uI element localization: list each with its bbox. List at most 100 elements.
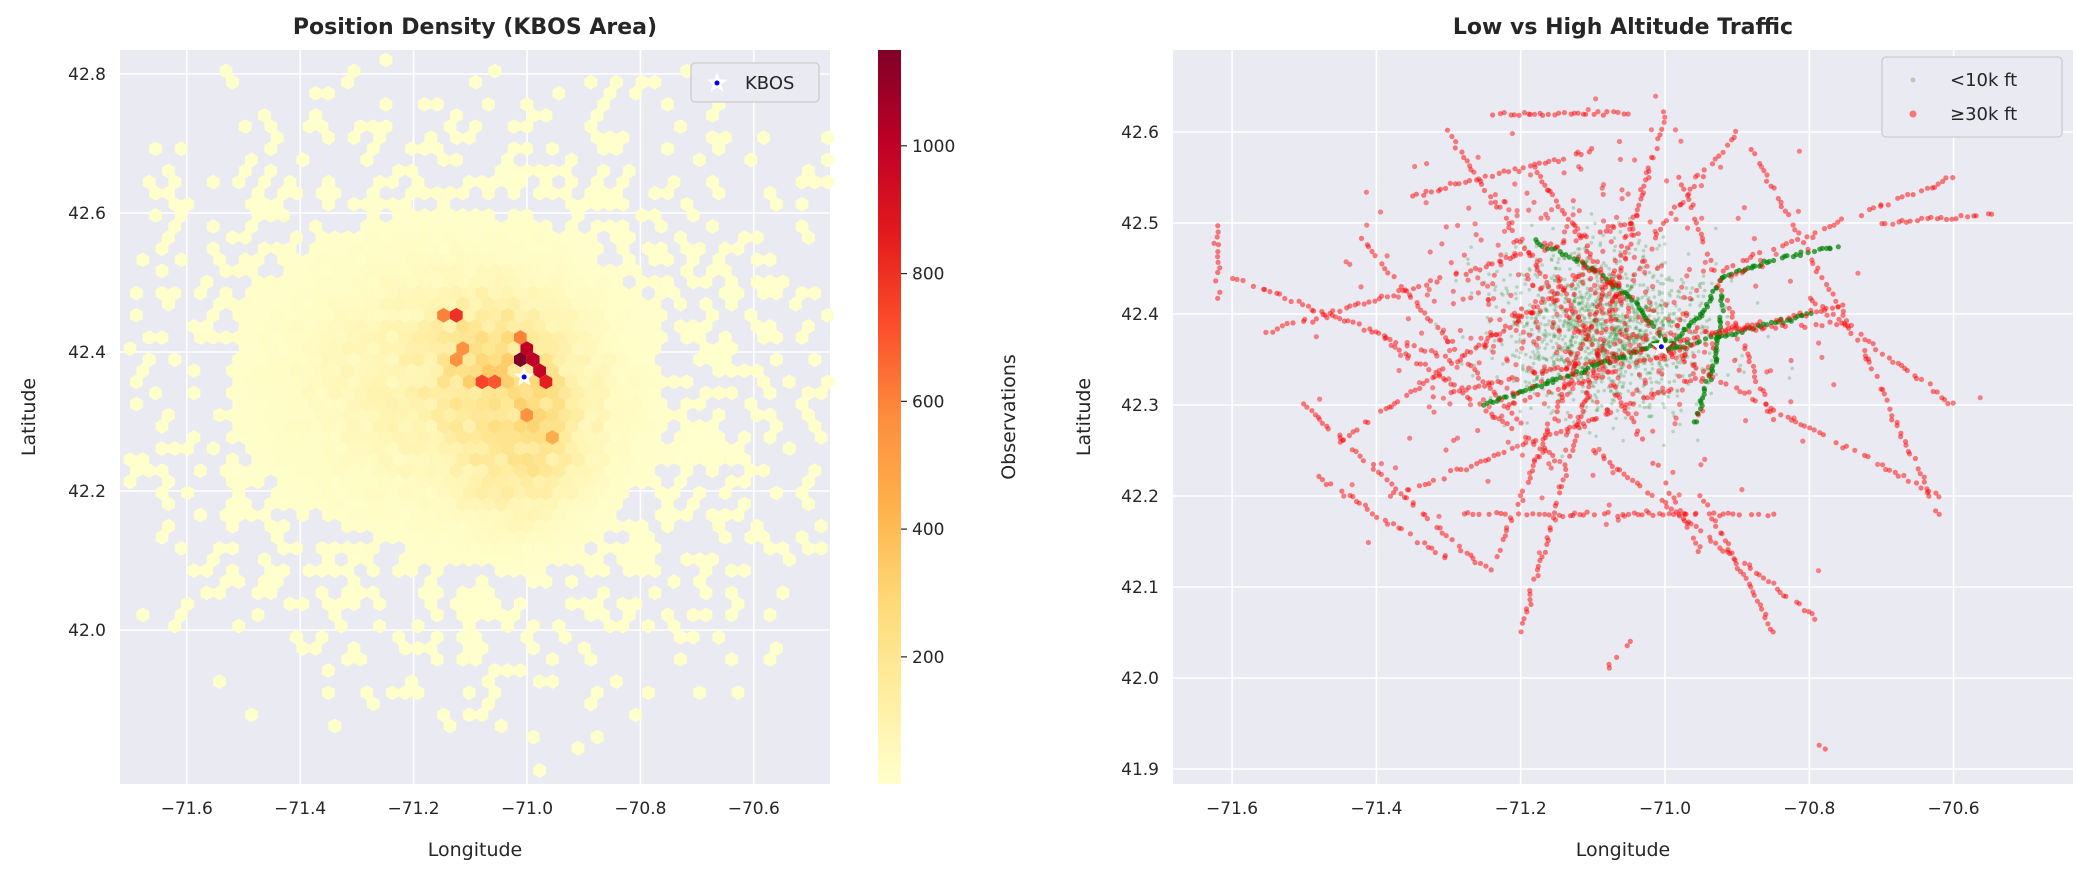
data-point xyxy=(1661,390,1666,395)
data-point xyxy=(1542,248,1547,253)
data-point xyxy=(1632,311,1636,315)
data-point xyxy=(1515,208,1520,213)
data-point xyxy=(1445,128,1450,133)
data-point xyxy=(1642,249,1646,253)
data-point xyxy=(1642,400,1646,404)
data-point xyxy=(1618,260,1622,264)
data-point xyxy=(1594,329,1599,334)
data-point xyxy=(1822,226,1827,231)
data-point xyxy=(1618,253,1623,258)
data-point xyxy=(1591,235,1595,239)
data-point xyxy=(1678,423,1682,427)
data-point xyxy=(1491,344,1496,349)
data-point xyxy=(1557,337,1561,341)
x-tick-label: −71.2 xyxy=(388,799,440,819)
data-point xyxy=(1636,296,1640,300)
data-point xyxy=(1622,222,1627,227)
data-point xyxy=(1387,337,1392,342)
data-point xyxy=(1742,561,1747,566)
data-point xyxy=(1215,254,1220,259)
data-point xyxy=(1900,194,1905,199)
data-point xyxy=(1626,111,1631,116)
data-point xyxy=(1515,444,1520,449)
data-point xyxy=(1658,364,1662,368)
data-point xyxy=(1559,358,1563,362)
data-point xyxy=(1568,306,1573,311)
data-point xyxy=(1748,566,1753,571)
data-point xyxy=(1314,316,1319,321)
data-point xyxy=(1423,362,1428,367)
data-point xyxy=(1480,379,1485,384)
data-point xyxy=(1525,421,1529,425)
data-point xyxy=(1648,271,1652,275)
data-point xyxy=(1579,414,1584,419)
data-point xyxy=(1740,354,1744,358)
data-point xyxy=(1530,328,1534,332)
data-point xyxy=(1880,352,1885,357)
data-point xyxy=(1650,513,1655,518)
data-point xyxy=(1544,309,1548,313)
data-point xyxy=(1733,271,1738,276)
data-point xyxy=(1772,185,1777,190)
data-point xyxy=(1705,252,1710,257)
data-point xyxy=(1617,275,1622,280)
data-point xyxy=(1660,274,1664,278)
data-point xyxy=(1822,308,1827,313)
data-point xyxy=(1464,467,1469,472)
data-point xyxy=(1646,175,1651,180)
data-point xyxy=(1556,111,1561,116)
data-point xyxy=(1810,611,1815,616)
data-point xyxy=(1564,366,1569,371)
data-point xyxy=(1589,146,1594,151)
data-point xyxy=(1417,386,1422,391)
data-point xyxy=(1646,165,1651,170)
data-point xyxy=(1431,410,1436,415)
data-point xyxy=(1443,378,1448,383)
data-point xyxy=(1642,254,1646,258)
data-point xyxy=(1540,113,1545,118)
data-point xyxy=(1699,183,1704,188)
data-point xyxy=(1514,297,1518,301)
data-point xyxy=(1447,348,1452,353)
data-point xyxy=(1762,392,1767,397)
data-point xyxy=(1665,364,1669,368)
data-point xyxy=(1673,379,1677,383)
data-point xyxy=(1619,400,1624,405)
data-point xyxy=(1848,331,1853,336)
data-point xyxy=(1711,510,1716,515)
data-point xyxy=(1566,298,1571,303)
data-point xyxy=(1695,173,1700,178)
data-point xyxy=(1756,301,1760,305)
data-point xyxy=(1369,249,1374,254)
data-point xyxy=(1422,349,1427,354)
data-point xyxy=(1520,621,1525,626)
data-point xyxy=(1580,402,1585,407)
data-point xyxy=(1678,308,1682,312)
data-point xyxy=(1716,153,1721,158)
data-point xyxy=(1649,246,1654,251)
data-point xyxy=(1951,401,1956,406)
data-point xyxy=(1572,363,1577,368)
data-point xyxy=(1670,279,1674,283)
data-point xyxy=(1320,477,1325,482)
data-point xyxy=(1810,235,1815,240)
data-point xyxy=(1624,416,1628,420)
data-point xyxy=(1637,483,1642,488)
data-point xyxy=(1558,429,1563,434)
data-point xyxy=(1557,459,1562,464)
data-point xyxy=(1370,511,1375,516)
data-point xyxy=(1531,283,1536,288)
data-point xyxy=(1442,555,1447,560)
data-point xyxy=(1442,476,1447,481)
data-point xyxy=(1384,477,1389,482)
data-point xyxy=(1514,377,1519,382)
data-point xyxy=(1530,224,1534,228)
data-point xyxy=(1638,283,1642,287)
data-point xyxy=(1666,317,1671,322)
data-point xyxy=(1595,109,1600,114)
data-point xyxy=(1689,291,1693,295)
data-point xyxy=(1591,399,1595,403)
data-point xyxy=(1752,264,1757,269)
data-point xyxy=(1678,139,1683,144)
data-point xyxy=(1521,364,1525,368)
